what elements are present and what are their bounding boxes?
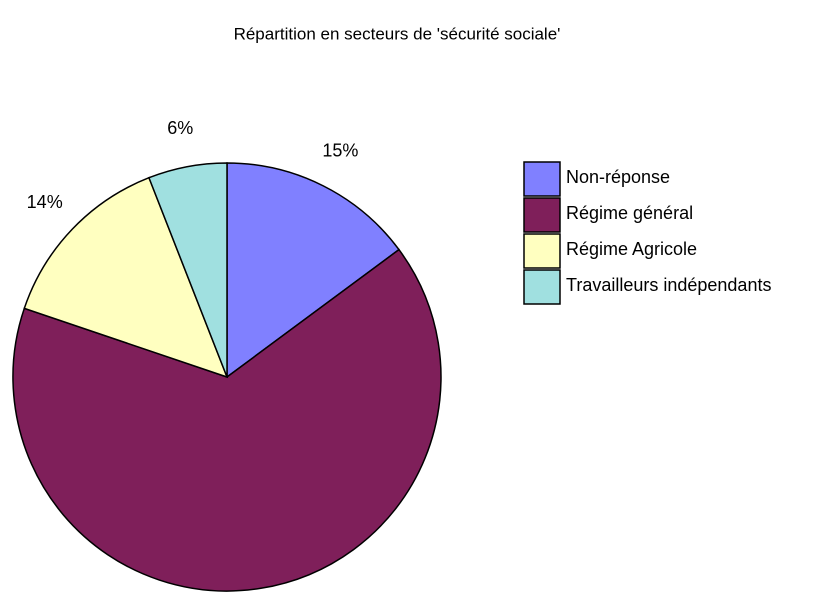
legend-swatch (523, 269, 561, 305)
legend-swatch (523, 161, 561, 197)
legend-swatch (523, 197, 561, 233)
legend-label: Régime Agricole (566, 239, 697, 259)
legend-label: Travailleurs indépendants (566, 275, 771, 295)
slice-label: 6% (167, 118, 193, 138)
pie-slice (226, 162, 400, 379)
slice-label: 14% (27, 192, 63, 212)
legend-label: Non-réponse (566, 167, 670, 187)
pie-slice (23, 176, 229, 379)
legend-swatch (523, 233, 561, 269)
pie-slice (147, 162, 228, 378)
slice-label: 15% (322, 141, 358, 161)
pie-slice (12, 248, 442, 592)
legend-label: Régime général (566, 203, 693, 223)
chart-title: Répartition en secteurs de 'sécurité soc… (234, 24, 561, 43)
